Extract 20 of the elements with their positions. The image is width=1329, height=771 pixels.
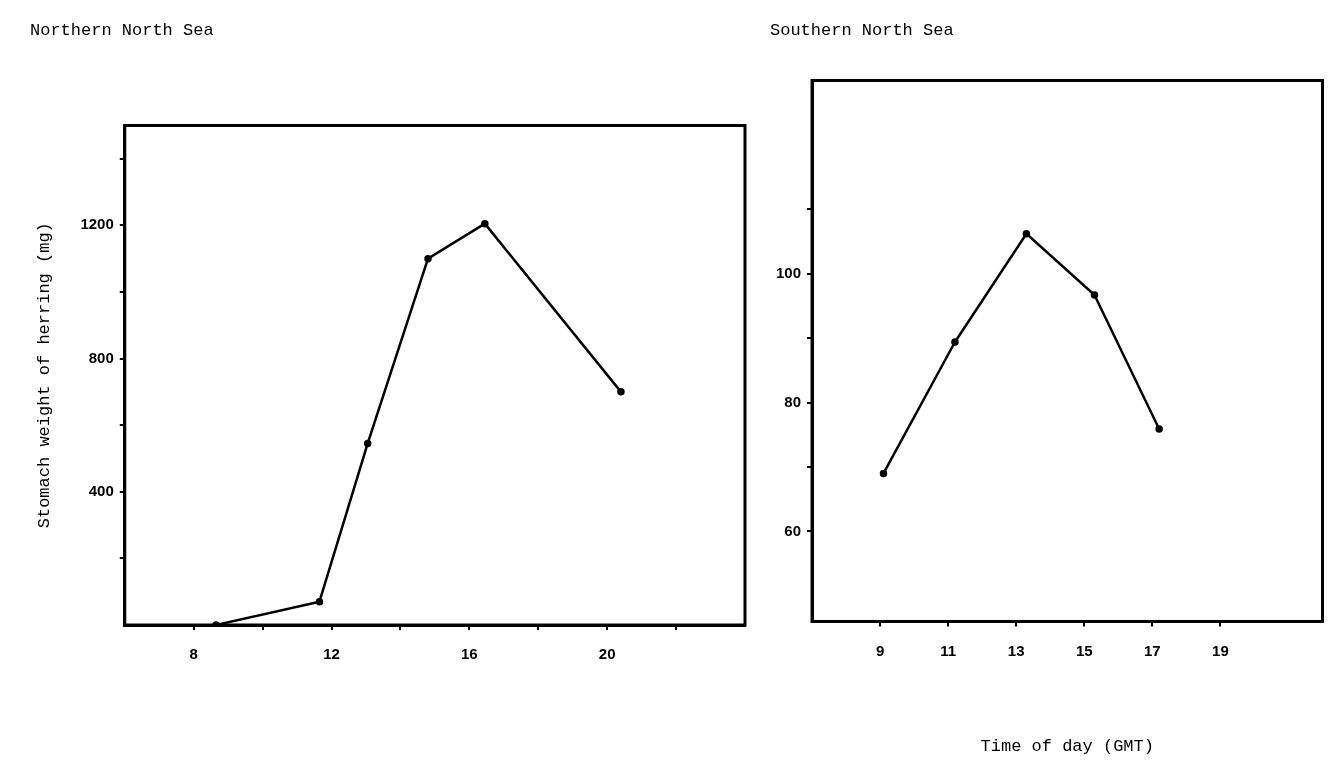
y-tick-label: 800 xyxy=(88,348,114,366)
chart-title: Northern North Sea xyxy=(30,20,214,40)
y-tick-label: 80 xyxy=(784,392,802,410)
y-tick-label: 400 xyxy=(88,481,114,499)
x-tick-label: 13 xyxy=(1007,641,1025,659)
x-tick-label: 8 xyxy=(189,645,198,663)
x-tick-label: 16 xyxy=(461,645,478,663)
y-axis-title: Stomach weight of herring (mg) xyxy=(34,222,54,529)
y-tick-label: 60 xyxy=(784,521,802,539)
y-tick-label: 1200 xyxy=(80,215,114,233)
x-tick-label: 17 xyxy=(1144,641,1161,659)
x-tick-label: 9 xyxy=(875,641,885,659)
x-tick-label: 15 xyxy=(1075,641,1093,659)
y-tick-label: 100 xyxy=(776,263,802,281)
x-tick-label: 11 xyxy=(940,641,957,659)
x-tick-label: 20 xyxy=(598,645,616,663)
x-tick-label: 12 xyxy=(323,645,340,663)
chart-title: Southern North Sea xyxy=(770,20,954,40)
x-tick-label: 19 xyxy=(1212,641,1229,659)
x-axis-title: Time of day (GMT) xyxy=(980,737,1154,757)
